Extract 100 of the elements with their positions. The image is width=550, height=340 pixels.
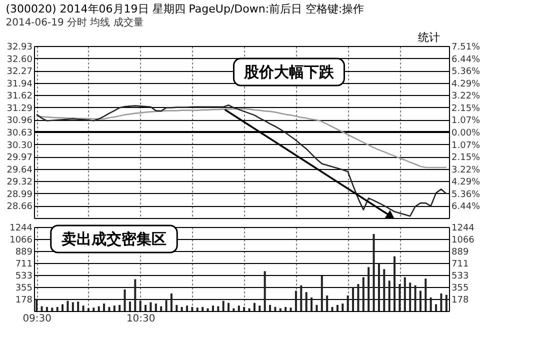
y2-tick-label: 1.07%: [452, 140, 481, 151]
bar: [331, 306, 334, 311]
y-tick-label: 32.27: [6, 67, 32, 78]
bar: [316, 304, 318, 311]
bar: [77, 302, 80, 311]
bar: [51, 308, 54, 311]
bar: [248, 308, 250, 311]
y-tick-label: 355: [15, 284, 32, 294]
x-tick-label: 09:30: [22, 314, 52, 324]
bar: [160, 306, 162, 311]
bar: [238, 306, 240, 311]
bar: [113, 306, 116, 311]
bar: [82, 306, 84, 311]
bar: [176, 304, 178, 311]
y-tick-label: 31.62: [6, 91, 32, 102]
y2-tick-label: 1244: [452, 224, 475, 234]
bar: [108, 306, 110, 311]
y-tick-label: 29.64: [6, 166, 33, 176]
bar: [336, 304, 338, 311]
bar: [253, 302, 256, 311]
bar: [269, 304, 272, 311]
y2-tick-label: 355: [452, 284, 469, 294]
y2-tick-label: 0.00%: [452, 128, 481, 138]
bar: [92, 308, 95, 311]
bar: [202, 306, 204, 311]
bar: [180, 306, 183, 311]
y2-tick-label: 5.36%: [452, 67, 481, 78]
bar: [36, 298, 38, 311]
line-series: [36, 104, 448, 217]
bar: [435, 304, 438, 311]
bar: [40, 306, 43, 311]
y-tick-label: 711: [15, 259, 32, 270]
bar: [243, 306, 246, 311]
bar: [66, 300, 69, 311]
chart-title: (300020) 2014年06月19日 星期四 PageUp/Down:前后日 空格键:操作: [6, 2, 364, 16]
y2-tick-label: 7.51%: [452, 42, 481, 52]
y-tick-label: 28.99: [6, 190, 33, 200]
bar: [310, 297, 313, 311]
y2-tick-label: 4.29%: [452, 79, 481, 90]
y-tick-label: 178: [15, 295, 33, 306]
text: 统计: [418, 31, 440, 44]
bar: [150, 302, 152, 311]
bar: [232, 308, 235, 311]
bar: [103, 304, 106, 311]
chart-subtitle: 2014-06-19 分时 均线 成交量: [6, 16, 144, 28]
y2-tick-label: 6.44%: [452, 54, 481, 65]
bar: [368, 267, 370, 311]
y2-tick-label: 6.44%: [452, 202, 481, 212]
y2-tick-label: 533: [452, 272, 469, 282]
bar: [279, 308, 282, 311]
y2-tick-label: 2.15%: [452, 153, 481, 164]
y2-tick-label: 4.29%: [452, 178, 481, 188]
y-tick-label: 1066: [10, 236, 33, 246]
bar: [128, 302, 131, 311]
bar: [284, 306, 287, 311]
bar: [290, 308, 292, 311]
bar: [294, 290, 297, 311]
y2-tick-label: 5.36%: [452, 190, 481, 200]
y2-tick-label: 1066: [452, 236, 475, 246]
y2-tick-label: 1.07%: [452, 116, 481, 126]
annotation: 股价大幅下跌: [243, 63, 335, 81]
bar: [372, 234, 375, 311]
line-series: [36, 108, 448, 168]
y-tick-label: 29.32: [6, 177, 32, 188]
bar: [440, 293, 442, 311]
bar: [62, 304, 64, 311]
bar: [118, 304, 121, 311]
y-tick-label: 533: [15, 272, 32, 282]
bar: [165, 300, 168, 311]
bar: [383, 269, 386, 311]
y2-tick-label: 178: [452, 295, 469, 306]
y2-tick-label: 711: [452, 259, 469, 270]
bar: [398, 284, 401, 311]
bar: [98, 306, 100, 311]
bar: [206, 308, 209, 311]
bar: [264, 271, 266, 311]
bar: [222, 300, 224, 311]
bar: [404, 277, 406, 311]
y-tick-label: 31.29: [6, 104, 33, 114]
y2-tick-label: 3.22%: [452, 165, 481, 176]
y-tick-label: 30.30: [6, 140, 33, 151]
bar: [300, 285, 302, 311]
bar: [419, 290, 422, 311]
bar: [445, 294, 448, 311]
bar: [342, 304, 344, 311]
bar: [154, 304, 157, 311]
bar: [124, 289, 126, 311]
bar: [134, 279, 136, 311]
bar: [414, 285, 416, 311]
bar: [378, 264, 380, 311]
bar: [352, 287, 354, 311]
bar: [139, 300, 142, 311]
bar: [388, 280, 390, 311]
bar: [186, 306, 188, 311]
bar: [217, 306, 220, 311]
bar: [191, 306, 194, 311]
bar: [326, 295, 328, 311]
y-tick-label: 30.96: [6, 116, 33, 126]
bar: [320, 276, 323, 311]
bar: [170, 293, 172, 311]
